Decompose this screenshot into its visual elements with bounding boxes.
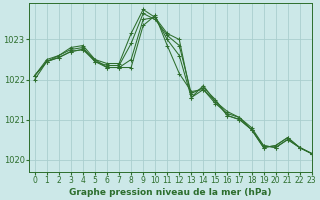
- X-axis label: Graphe pression niveau de la mer (hPa): Graphe pression niveau de la mer (hPa): [69, 188, 271, 197]
